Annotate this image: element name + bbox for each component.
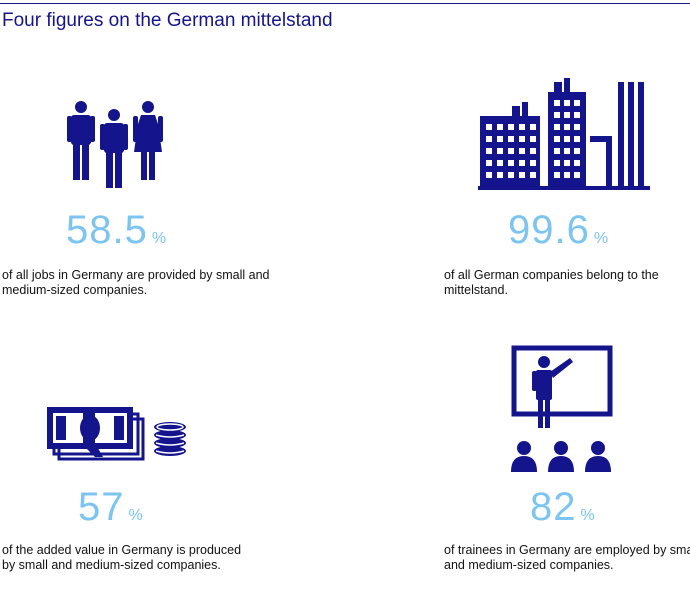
stat-value: 58.5 — [66, 208, 148, 252]
stat-description: of the added value in Germany is produce… — [2, 543, 242, 572]
stat-trainees: 82% — [530, 487, 595, 527]
stat-unit: % — [151, 230, 167, 247]
stat-added-value: 57% — [78, 487, 143, 527]
trainer-icon — [511, 345, 613, 472]
stat-unit: % — [580, 507, 595, 524]
stat-jobs: 58.5% — [66, 210, 166, 250]
money-icon — [47, 407, 186, 461]
buildings-icon — [478, 78, 650, 190]
stat-description: of trainees in Germany are employed by s… — [444, 543, 690, 572]
stat-description: of all German companies belong to the mi… — [444, 268, 659, 297]
top-rule — [0, 3, 690, 4]
stat-value: 99.6 — [508, 208, 590, 252]
stat-companies: 99.6% — [508, 210, 608, 250]
stat-value: 82 — [530, 485, 577, 529]
stat-description: of all jobs in Germany are provided by s… — [2, 268, 270, 297]
people-icon — [67, 101, 163, 188]
stat-value: 57 — [78, 485, 125, 529]
page-title: Four figures on the German mittelstand — [2, 10, 333, 31]
stat-unit: % — [593, 230, 609, 247]
stat-unit: % — [128, 507, 143, 524]
